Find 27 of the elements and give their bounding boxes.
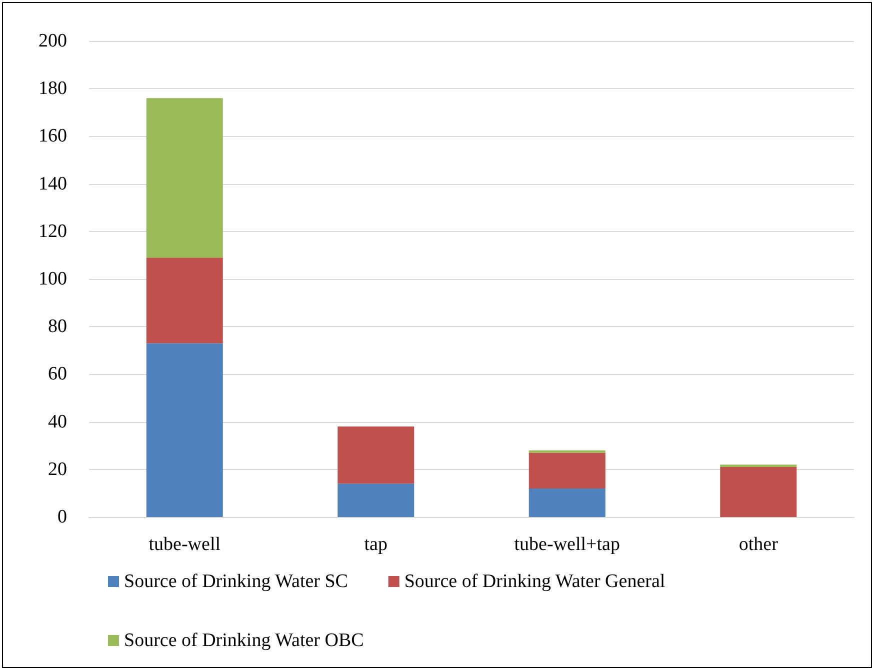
y-tick-label: 20 bbox=[48, 458, 67, 480]
y-tick-label: 120 bbox=[38, 220, 67, 242]
y-tick-label: 140 bbox=[38, 173, 67, 194]
y-tick-label: 80 bbox=[48, 316, 67, 338]
bar bbox=[528, 452, 606, 488]
y-tick-label: 160 bbox=[38, 126, 67, 147]
x-tick-label: tube-well bbox=[148, 534, 221, 555]
y-tick-label: 100 bbox=[38, 268, 67, 290]
y-tick-label: 180 bbox=[38, 78, 67, 100]
bar bbox=[146, 258, 223, 344]
x-tick-label: tap bbox=[364, 534, 388, 555]
bar bbox=[146, 98, 223, 258]
y-tick-label: 200 bbox=[38, 30, 67, 52]
x-tick-label: tube-well+tap bbox=[514, 534, 620, 555]
bar bbox=[720, 467, 797, 517]
legend-label: Source of Drinking Water SC bbox=[124, 571, 348, 592]
bar bbox=[338, 426, 414, 484]
y-tick-label: 60 bbox=[48, 364, 67, 385]
legend-label: Source of Drinking Water General bbox=[404, 571, 666, 592]
bar bbox=[720, 464, 797, 468]
x-tick-label: other bbox=[738, 534, 779, 555]
y-tick-label: 40 bbox=[48, 411, 67, 432]
bar bbox=[146, 343, 223, 517]
bar bbox=[528, 488, 606, 517]
legend-label: Source of Drinking Water OBC bbox=[124, 630, 364, 651]
y-tick-label: 0 bbox=[58, 506, 67, 528]
bar bbox=[338, 484, 414, 517]
